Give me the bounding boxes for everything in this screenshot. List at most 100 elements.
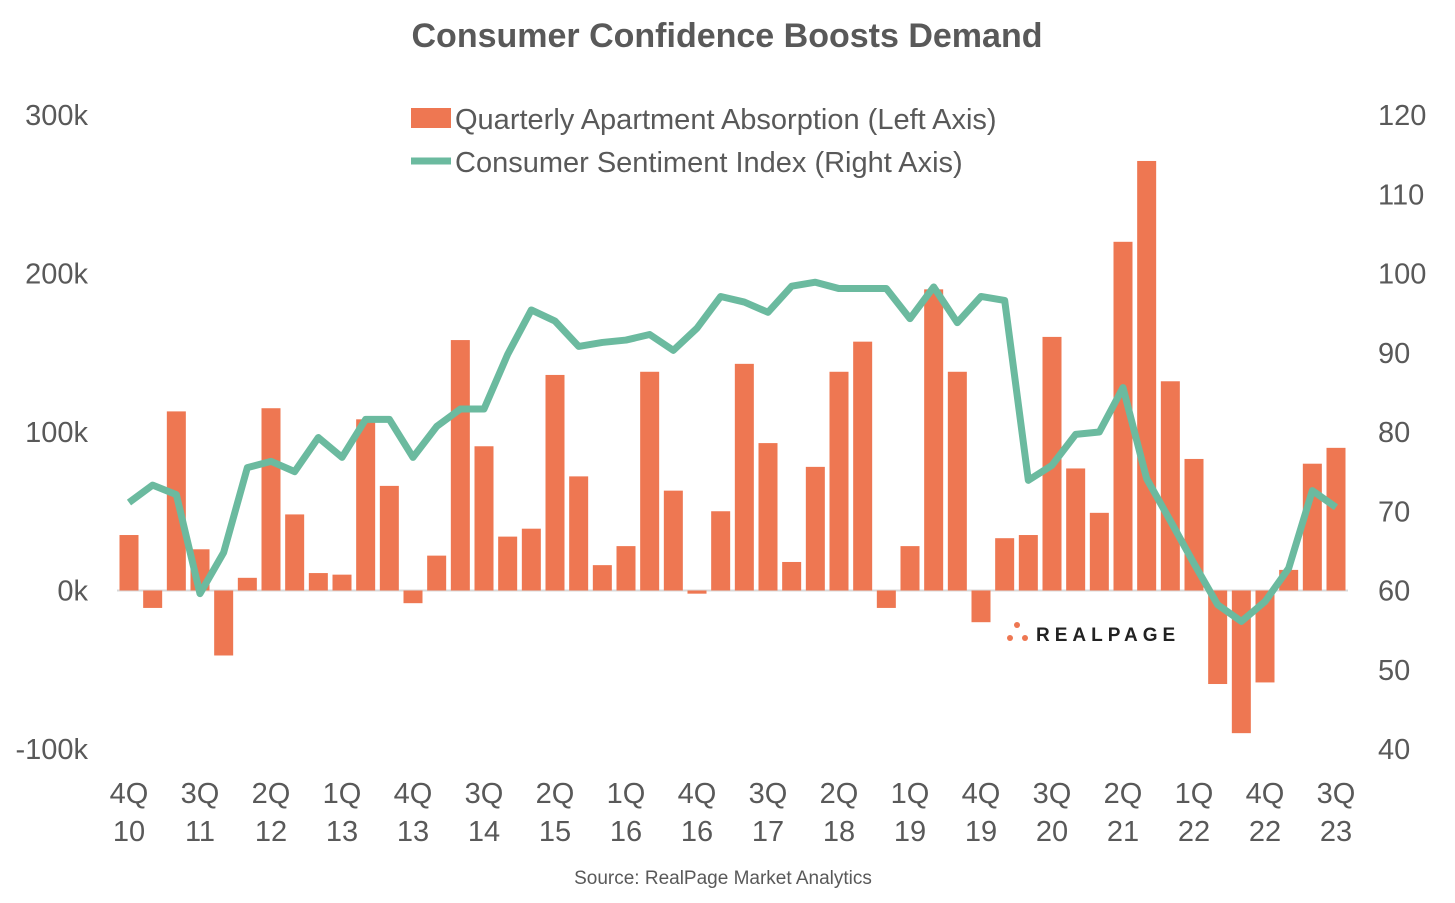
bar-1Q19	[900, 546, 920, 591]
x-tick-label: 16	[610, 816, 642, 848]
bar-1Q16	[616, 546, 636, 591]
bar-4Q20	[1066, 468, 1086, 591]
source-note: Source: RealPage Market Analytics	[574, 868, 872, 889]
bar-4Q14	[498, 536, 518, 591]
x-tick-label: 2Q	[536, 778, 575, 810]
right-tick-label: 50	[1378, 655, 1410, 687]
bar-3Q12	[285, 514, 305, 591]
x-tick-label: 1Q	[891, 778, 930, 810]
x-tick-label: 22	[1178, 816, 1210, 848]
x-tick-label: 1Q	[607, 778, 646, 810]
bar-4Q19	[971, 590, 991, 623]
x-tick-label: 10	[113, 816, 145, 848]
x-tick-label: 3Q	[181, 778, 220, 810]
x-tick-label: 2Q	[252, 778, 291, 810]
x-tick-label: 13	[397, 816, 429, 848]
chart-title: Consumer Confidence Boosts Demand	[412, 17, 1043, 55]
bar-4Q17	[782, 561, 802, 591]
bar-2Q21	[1113, 241, 1133, 591]
x-tick-label: 4Q	[394, 778, 433, 810]
x-tick-label: 1Q	[1175, 778, 1214, 810]
bar-3Q16	[663, 490, 683, 591]
right-tick-label: 90	[1378, 338, 1410, 370]
bar-1Q21	[1089, 512, 1109, 591]
bar-2Q20	[1018, 535, 1038, 591]
bar-2Q15	[545, 374, 565, 591]
bar-4Q11	[214, 590, 234, 656]
x-tick-label: 4Q	[678, 778, 717, 810]
bar-1Q20	[995, 538, 1015, 591]
x-tick-label: 20	[1036, 816, 1068, 848]
left-tick-label: -100k	[15, 734, 88, 766]
bar-2Q14	[450, 340, 470, 591]
right-tick-label: 60	[1378, 576, 1410, 608]
bar-1Q11	[143, 590, 163, 608]
bar-2Q22	[1208, 590, 1228, 685]
left-tick-label: 200k	[25, 259, 88, 291]
bar-2Q18	[829, 371, 849, 591]
legend: Quarterly Apartment Absorption (Left Axi…	[411, 104, 997, 179]
right-tick-label: 100	[1378, 259, 1426, 291]
bar-3Q19	[947, 371, 967, 591]
x-tick-label: 19	[965, 816, 997, 848]
bar-4Q21	[1160, 381, 1180, 591]
bar-1Q14	[427, 555, 447, 591]
x-tick-label: 3Q	[1033, 778, 1072, 810]
bar-3Q18	[853, 341, 873, 591]
bar-3Q23	[1326, 447, 1346, 591]
x-tick-label: 1Q	[323, 778, 362, 810]
x-tick-label: 15	[539, 816, 571, 848]
bar-4Q12	[308, 573, 328, 591]
x-tick-label: 18	[823, 816, 855, 848]
right-tick-label: 40	[1378, 734, 1410, 766]
right-tick-label: 70	[1378, 496, 1410, 528]
bar-2Q12	[261, 408, 281, 591]
legend-bar-label: Quarterly Apartment Absorption (Left Axi…	[455, 104, 997, 136]
bar-4Q10	[119, 535, 139, 591]
x-tick-label: 14	[468, 816, 500, 848]
x-tick-label: 13	[326, 816, 358, 848]
legend-line-label: Consumer Sentiment Index (Right Axis)	[455, 147, 963, 179]
x-tick-label: 11	[185, 816, 215, 848]
left-tick-label: 0k	[57, 576, 88, 608]
bar-2Q19	[924, 289, 944, 591]
x-tick-label: 3Q	[1317, 778, 1356, 810]
bar-2Q23	[1302, 463, 1322, 591]
bar-4Q18	[876, 590, 896, 608]
x-axis: 4Q 10 3Q 11 2Q 12 1Q 13 4Q 13 3Q 14 2Q 15 1Q 16 4Q 16 3Q 17…	[110, 778, 1356, 848]
right-tick-label: 120	[1378, 100, 1426, 132]
x-tick-label: 2Q	[820, 778, 859, 810]
bar-4Q22	[1255, 590, 1275, 683]
x-tick-label: 21	[1107, 816, 1139, 848]
legend-bar-swatch	[411, 108, 451, 128]
left-axis: 300k 200k 100k 0k -100k	[15, 100, 88, 766]
bar-4Q13	[403, 590, 423, 604]
x-tick-label: 4Q	[110, 778, 149, 810]
line-series	[126, 278, 1339, 625]
bar-1Q15	[521, 528, 541, 591]
bar-3Q13	[379, 485, 399, 591]
bar-1Q13	[332, 574, 352, 591]
bar-3Q17	[758, 443, 778, 591]
realpage-logo: REALPAGE	[1007, 622, 1175, 646]
x-tick-label: 22	[1249, 816, 1281, 848]
x-tick-label: 3Q	[465, 778, 504, 810]
left-tick-label: 100k	[25, 417, 88, 449]
bar-4Q16	[687, 590, 707, 594]
x-tick-label: 4Q	[962, 778, 1001, 810]
x-tick-label: 19	[894, 816, 926, 848]
bar-3Q21	[1137, 160, 1157, 591]
right-tick-label: 80	[1378, 417, 1410, 449]
bar-1Q12	[237, 577, 257, 591]
x-tick-label: 16	[681, 816, 713, 848]
bar-2Q13	[356, 419, 376, 591]
x-tick-label: 12	[255, 816, 287, 848]
x-tick-label: 4Q	[1246, 778, 1285, 810]
bar-1Q17	[711, 511, 731, 591]
x-tick-label: 23	[1320, 816, 1352, 848]
x-tick-label: 17	[752, 816, 784, 848]
bar-2Q17	[734, 363, 754, 591]
x-tick-label: 2Q	[1104, 778, 1143, 810]
bar-2Q16	[640, 371, 660, 591]
